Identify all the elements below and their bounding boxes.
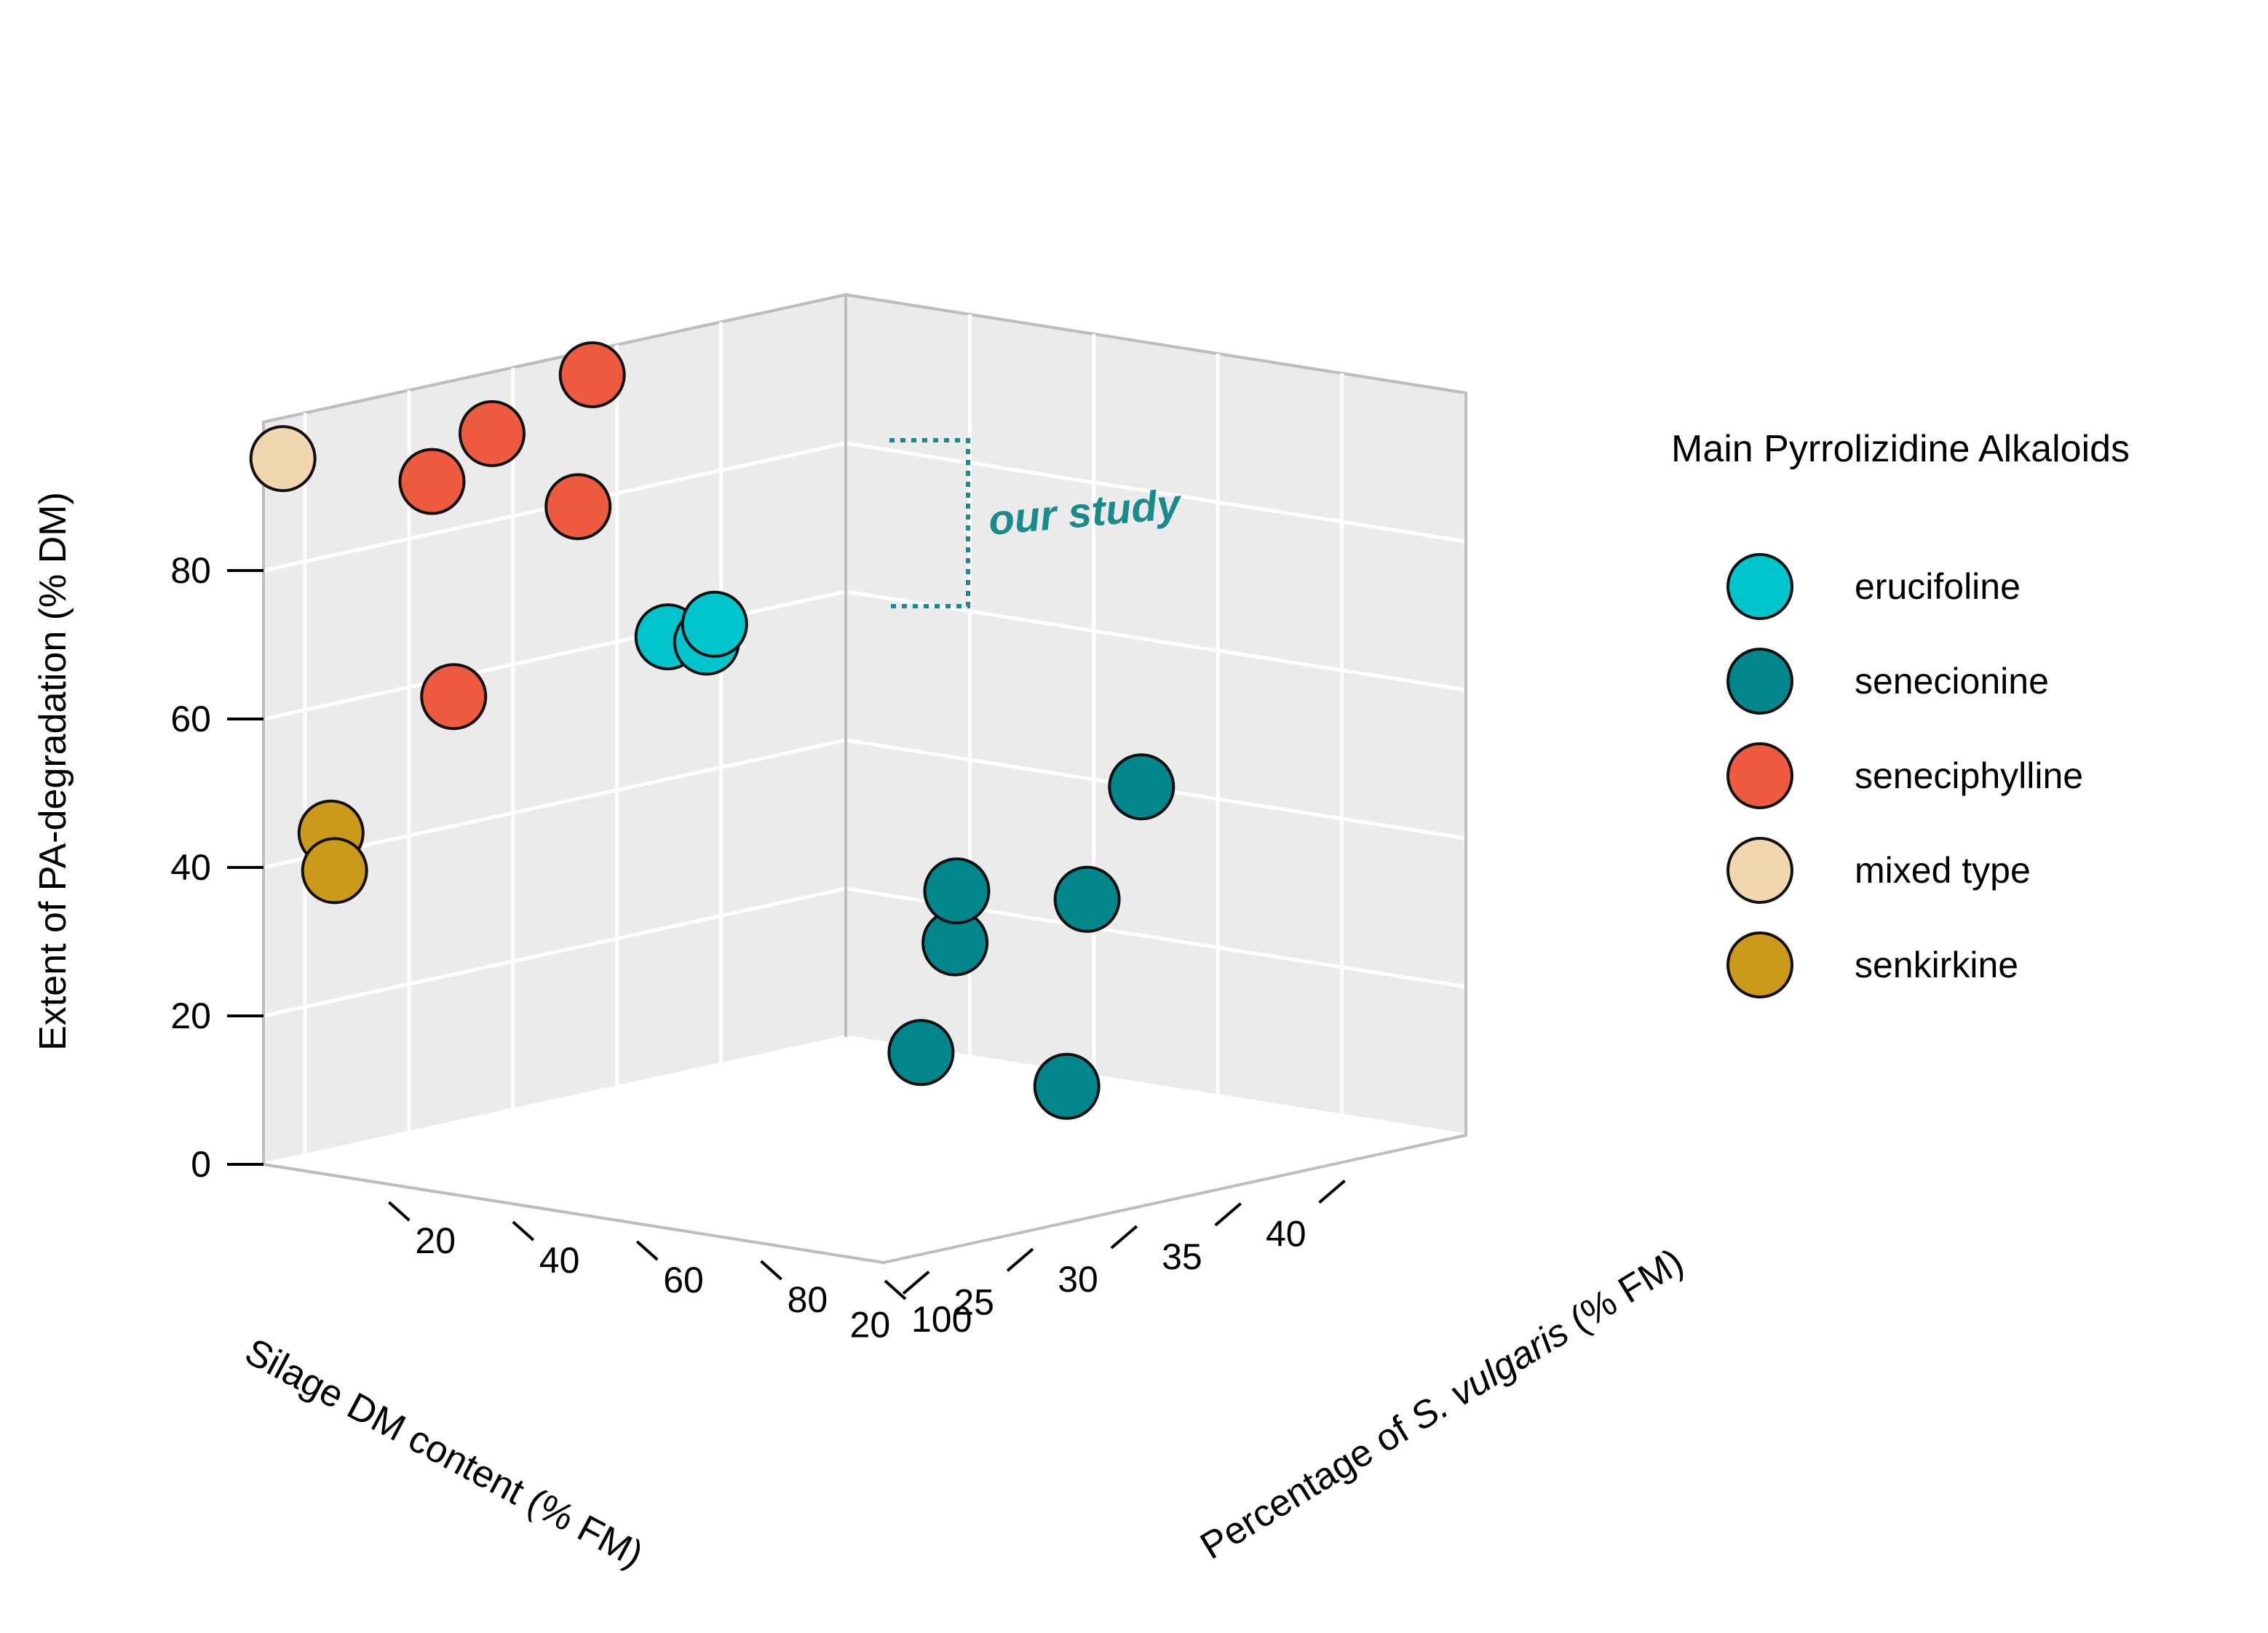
x-tick-30 bbox=[1110, 1225, 1138, 1249]
y-tick-label-60: 60 bbox=[663, 1260, 704, 1300]
y-tick-60 bbox=[635, 1240, 659, 1261]
y-axis-title-species: S. vulgaris bbox=[1403, 1311, 1576, 1439]
grid-left-z-60 bbox=[263, 589, 846, 721]
point-seneciphylline-1 bbox=[459, 400, 526, 467]
y-tick-40 bbox=[512, 1220, 535, 1241]
legend-title: Main Pyrrolizidine Alkaloids bbox=[1671, 428, 2130, 470]
y-tick-label-40: 40 bbox=[539, 1240, 580, 1281]
x-tick-label-35: 35 bbox=[1162, 1236, 1202, 1277]
legend-label-seneciphylline: seneciphylline bbox=[1855, 755, 2083, 796]
x-tick-35 bbox=[1214, 1202, 1242, 1227]
y-axis-title: Percentage of S. vulgaris (% FM) bbox=[1193, 1241, 1690, 1568]
z-axis-title: Extent of PA-degradation (% DM) bbox=[32, 492, 74, 1051]
x-tick-25 bbox=[1006, 1247, 1034, 1272]
y-axis-title-prefix: Percentage of bbox=[1193, 1403, 1425, 1568]
z-tick-label-20: 20 bbox=[170, 996, 211, 1036]
legend-marker-erucifoline bbox=[1726, 553, 1793, 620]
floor-front-edges bbox=[263, 1134, 1467, 1265]
legend-marker-senecionine bbox=[1726, 648, 1793, 715]
point-seneciphylline-3 bbox=[420, 663, 488, 731]
x-tick-label-20: 20 bbox=[850, 1305, 891, 1346]
point-seneciphylline-0 bbox=[544, 473, 612, 541]
y-tick-label-80: 80 bbox=[788, 1279, 828, 1320]
y-tick-100 bbox=[884, 1279, 907, 1300]
x-axis-ticks: 20 25 30 35 40 bbox=[850, 1179, 1346, 1346]
legend-label-erucifoline: erucifoline bbox=[1855, 566, 2021, 607]
x-tick-20 bbox=[902, 1270, 930, 1295]
our-study-bracket bbox=[889, 438, 970, 608]
grid-floor-y-20 bbox=[386, 1054, 970, 1186]
x-axis-title: Silage DM content (% FM) bbox=[238, 1330, 650, 1576]
legend: Main Pyrrolizidine Alkaloids erucifoline… bbox=[1671, 428, 2130, 998]
grid-left-z-0 bbox=[263, 1035, 846, 1167]
point-senecionine-0 bbox=[1033, 1052, 1101, 1120]
right-wall-pane bbox=[844, 293, 1467, 1137]
x-tick-label-40: 40 bbox=[1266, 1214, 1307, 1255]
point-seneciphylline-2 bbox=[398, 448, 466, 515]
y-tick-label-100: 100 bbox=[911, 1299, 972, 1340]
grid-right-z-80 bbox=[845, 441, 1467, 544]
x-tick-40 bbox=[1318, 1179, 1346, 1204]
legend-marker-seneciphylline bbox=[1726, 742, 1793, 809]
legend-label-senkirkine: senkirkine bbox=[1855, 945, 2018, 985]
x-tick-label-25: 25 bbox=[953, 1282, 994, 1322]
y-axis-title-unit: (% FM) bbox=[1554, 1241, 1691, 1347]
z-tick-label-40: 40 bbox=[170, 847, 211, 888]
y-tick-80 bbox=[760, 1260, 782, 1281]
grid-floor-x-40 bbox=[721, 1062, 1341, 1164]
point-mixed-0 bbox=[249, 425, 317, 493]
point-senecionine-5 bbox=[887, 1019, 955, 1086]
point-senkirkine-0 bbox=[301, 837, 368, 905]
grid-floor-y-40 bbox=[511, 1074, 1095, 1206]
z-tick-label-60: 60 bbox=[170, 699, 211, 739]
x-tick-label-30: 30 bbox=[1058, 1259, 1098, 1300]
z-axis-ticks: 0 20 40 60 80 bbox=[170, 550, 263, 1185]
grid-floor-x-20 bbox=[304, 1153, 926, 1255]
point-senecionine-2 bbox=[923, 857, 991, 925]
grid-floor-x-35 bbox=[616, 1085, 1238, 1188]
point-senecionine-3 bbox=[1053, 865, 1121, 933]
grid-floor-y-60 bbox=[635, 1094, 1218, 1225]
z-tick-label-80: 80 bbox=[170, 550, 211, 591]
grid-floor-y-80 bbox=[759, 1113, 1343, 1245]
legend-label-mixed: mixed type bbox=[1855, 850, 2031, 891]
data-points bbox=[249, 341, 1175, 1120]
grid-floor-x-30 bbox=[512, 1108, 1134, 1210]
grid-floor-x-25 bbox=[408, 1130, 1030, 1233]
point-senecionine-4 bbox=[1108, 753, 1175, 821]
legend-items: erucifoline senecionine seneciphylline mixe… bbox=[1726, 553, 2083, 998]
point-seneciphylline-4 bbox=[558, 341, 626, 408]
z-tick-label-0: 0 bbox=[191, 1144, 211, 1185]
y-tick-20 bbox=[388, 1201, 411, 1222]
legend-marker-mixed bbox=[1726, 837, 1793, 904]
panes bbox=[262, 293, 1467, 1265]
legend-label-senecionine: senecionine bbox=[1855, 661, 2049, 702]
left-wall-pane bbox=[262, 293, 847, 1167]
grid-left-z-20 bbox=[263, 886, 846, 1018]
legend-marker-senkirkine bbox=[1726, 931, 1793, 998]
y-axis-ticks: 20 40 60 80 100 bbox=[388, 1201, 972, 1340]
point-erucifoline-2 bbox=[681, 590, 748, 658]
y-tick-label-20: 20 bbox=[415, 1220, 456, 1261]
